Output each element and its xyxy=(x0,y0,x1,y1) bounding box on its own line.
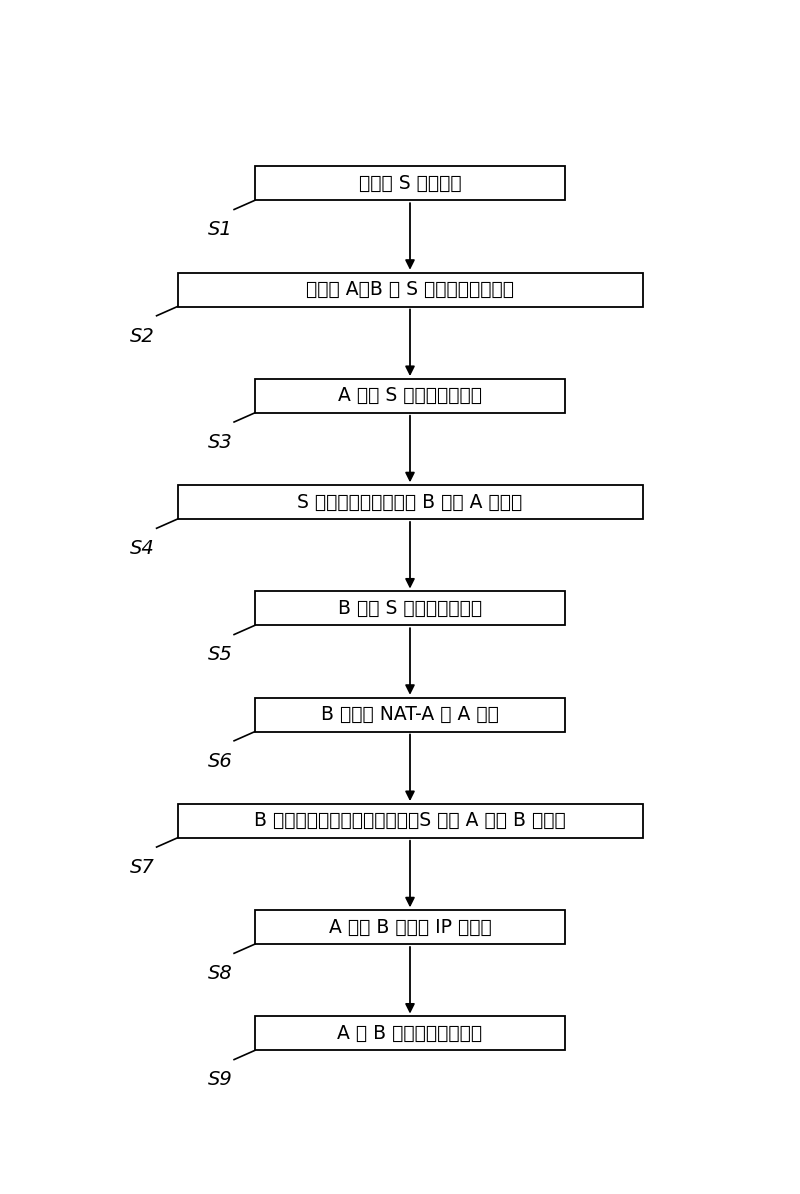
Text: S2: S2 xyxy=(130,326,155,345)
Text: S1: S1 xyxy=(208,220,233,239)
FancyBboxPatch shape xyxy=(255,697,565,732)
Text: S9: S9 xyxy=(208,1070,233,1089)
FancyBboxPatch shape xyxy=(255,378,565,413)
FancyBboxPatch shape xyxy=(255,166,565,201)
Text: 客户端 A、B 与 S 的主连接端口通信: 客户端 A、B 与 S 的主连接端口通信 xyxy=(306,281,514,298)
Text: S3: S3 xyxy=(208,432,233,451)
FancyBboxPatch shape xyxy=(255,591,565,626)
FancyBboxPatch shape xyxy=(178,485,642,519)
Text: 服务器 S 开启端口: 服务器 S 开启端口 xyxy=(358,174,462,192)
FancyBboxPatch shape xyxy=(255,1016,565,1051)
FancyBboxPatch shape xyxy=(178,804,642,838)
Text: S6: S6 xyxy=(208,751,233,770)
Text: A 连接 B 的公网 IP 和端口: A 连接 B 的公网 IP 和端口 xyxy=(329,918,491,936)
Text: S5: S5 xyxy=(208,645,233,664)
Text: B 连接 S 的隙道协助端口: B 连接 S 的隙道协助端口 xyxy=(338,599,482,617)
Text: B 尝试经 NAT-A 与 A 连接: B 尝试经 NAT-A 与 A 连接 xyxy=(321,706,499,724)
Text: A 连接 S 的隙道协助端口: A 连接 S 的隙道协助端口 xyxy=(338,387,482,405)
Text: B 启动端口监听发送就绪消息，S 通知 A 关于 B 的信息: B 启动端口监听发送就绪消息，S 通知 A 关于 B 的信息 xyxy=(254,812,566,830)
FancyBboxPatch shape xyxy=(178,272,642,307)
Text: S7: S7 xyxy=(130,857,155,876)
Text: S4: S4 xyxy=(130,538,155,558)
Text: A 与 B 之间进行共享应用: A 与 B 之间进行共享应用 xyxy=(338,1024,482,1042)
Text: S 通过主连接端口通知 B 关于 A 的信息: S 通过主连接端口通知 B 关于 A 的信息 xyxy=(298,493,522,511)
FancyBboxPatch shape xyxy=(255,910,565,944)
Text: S8: S8 xyxy=(208,964,233,983)
